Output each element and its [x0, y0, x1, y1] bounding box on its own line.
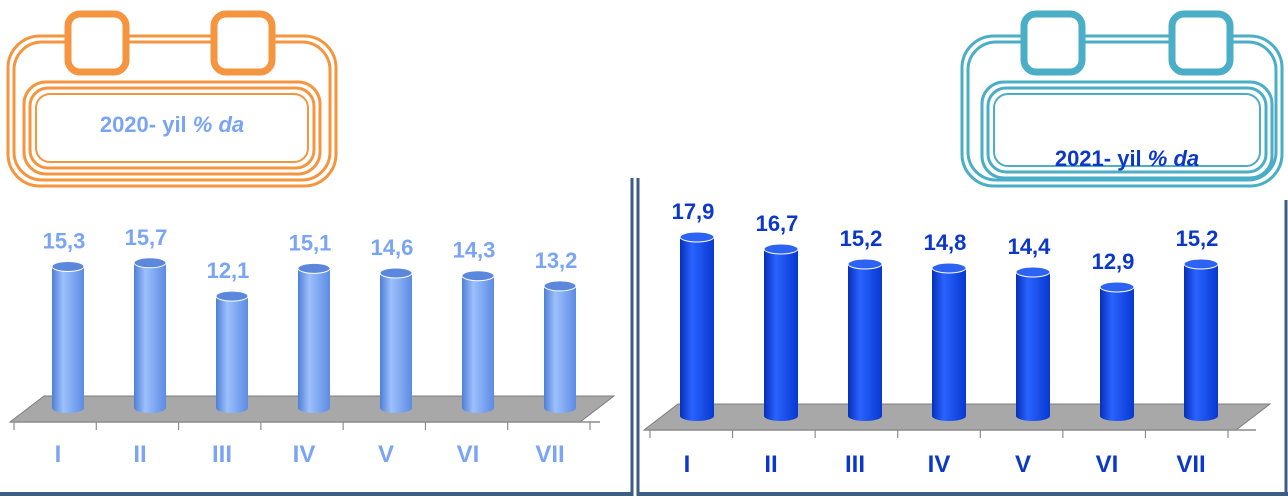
chart-2021: 17,9 I 16,7 II 15,2 III 14,8 IV 14,4 V 12,9 VI 15,2 V…	[649, 199, 1229, 478]
bar-2021-VII	[1183, 258, 1219, 421]
calendar-label-2021: 2021- yil % da	[994, 146, 1260, 172]
calendar-icon-left	[6, 10, 338, 188]
bar-2021-VI	[1099, 281, 1135, 421]
category-label-2021-VI: VI	[1096, 451, 1119, 478]
category-label-2020-VI: VI	[457, 441, 480, 468]
bar-2020-III	[215, 290, 249, 413]
calendar-year-2021: 2021- yil	[1054, 146, 1142, 171]
category-label-2020-I: I	[55, 441, 62, 468]
bar-2020-I	[51, 260, 85, 413]
category-label-2020-II: II	[133, 441, 146, 468]
bar-2020-IV	[297, 262, 331, 413]
category-label-2020-V: V	[378, 441, 394, 468]
value-label-2020-IV: 15,1	[289, 230, 332, 255]
value-label-2020-V: 14,6	[371, 235, 414, 260]
value-label-2021-VI: 12,9	[1092, 249, 1135, 274]
value-label-2021-I: 17,9	[672, 199, 715, 224]
category-label-2021-IV: IV	[928, 451, 951, 478]
value-label-2020-III: 12,1	[207, 258, 250, 283]
category-label-2021-VII: VII	[1176, 451, 1205, 478]
calendar-year-2020: 2020- yil	[99, 112, 187, 137]
category-label-2021-II: II	[764, 451, 777, 478]
calendar-icon-right	[960, 10, 1284, 188]
value-label-2020-VI: 14,3	[453, 238, 496, 263]
value-label-2021-II: 16,7	[756, 211, 799, 236]
value-label-2021-V: 14,4	[1008, 234, 1052, 259]
category-label-2021-III: III	[845, 451, 865, 478]
category-label-2020-III: III	[212, 441, 232, 468]
bar-2021-V	[1015, 266, 1051, 421]
value-label-2021-III: 15,2	[840, 226, 883, 251]
category-label-2021-V: V	[1015, 451, 1031, 478]
bar-2020-V	[379, 267, 413, 413]
bar-2020-II	[133, 257, 167, 413]
bar-2021-II	[763, 243, 799, 421]
value-label-2020-II: 15,7	[125, 225, 168, 250]
value-label-2020-I: 15,3	[43, 228, 86, 253]
panel-frames	[0, 178, 1288, 496]
value-label-2020-VII: 13,2	[535, 248, 578, 273]
calendar-label-2020: 2020- yil % da	[36, 112, 308, 138]
bar-2021-I	[679, 231, 715, 421]
calendar-unit-2020: % da	[192, 112, 245, 137]
chart-2020: 15,3 I 15,7 II 12,1 III 15,1 IV 14,6 V 14,3 VI 13,2 V…	[13, 225, 591, 468]
bar-2020-VI	[461, 270, 495, 413]
bar-2021-III	[847, 258, 883, 421]
value-label-2021-IV: 14,8	[924, 230, 967, 255]
value-label-2021-VII: 15,2	[1176, 226, 1219, 251]
calendar-unit-2021: % da	[1147, 146, 1200, 171]
category-label-2020-VII: VII	[535, 441, 564, 468]
bar-2020-VII	[543, 280, 577, 413]
category-label-2021-I: I	[684, 451, 691, 478]
category-label-2020-IV: IV	[293, 441, 316, 468]
bar-2021-IV	[931, 262, 967, 421]
